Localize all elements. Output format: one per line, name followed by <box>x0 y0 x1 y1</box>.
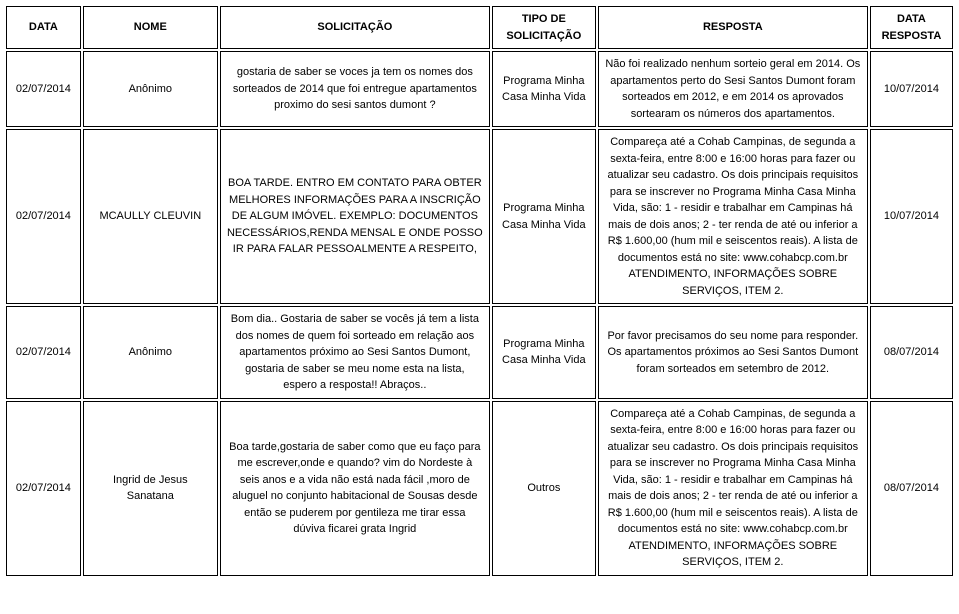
cell-data: 02/07/2014 <box>6 401 81 576</box>
cell-solicitacao: Bom dia.. Gostaria de saber se vocês já … <box>220 306 490 399</box>
cell-data: 02/07/2014 <box>6 51 81 127</box>
requests-table: DATA NOME SOLICITAÇÃO TIPO DE SOLICITAÇÃ… <box>4 4 955 578</box>
table-row: 02/07/2014 Anônimo gostaria de saber se … <box>6 51 953 127</box>
cell-solicitacao: gostaria de saber se voces ja tem os nom… <box>220 51 490 127</box>
cell-data-resposta: 10/07/2014 <box>870 51 953 127</box>
cell-resposta: Por favor precisamos do seu nome para re… <box>598 306 868 399</box>
table-row: 02/07/2014 Anônimo Bom dia.. Gostaria de… <box>6 306 953 399</box>
table-header-row: DATA NOME SOLICITAÇÃO TIPO DE SOLICITAÇÃ… <box>6 6 953 49</box>
table-row: 02/07/2014 Ingrid de Jesus Sanatana Boa … <box>6 401 953 576</box>
header-data-resposta: DATA RESPOSTA <box>870 6 953 49</box>
header-resposta: RESPOSTA <box>598 6 868 49</box>
cell-solicitacao: Boa tarde,gostaria de saber como que eu … <box>220 401 490 576</box>
header-nome: NOME <box>83 6 218 49</box>
cell-nome: Anônimo <box>83 306 218 399</box>
cell-data-resposta: 08/07/2014 <box>870 401 953 576</box>
cell-data-resposta: 10/07/2014 <box>870 129 953 304</box>
cell-data: 02/07/2014 <box>6 306 81 399</box>
cell-nome: Anônimo <box>83 51 218 127</box>
cell-solicitacao: BOA TARDE. ENTRO EM CONTATO PARA OBTER M… <box>220 129 490 304</box>
cell-data-resposta: 08/07/2014 <box>870 306 953 399</box>
cell-tipo: Programa Minha Casa Minha Vida <box>492 129 596 304</box>
cell-data: 02/07/2014 <box>6 129 81 304</box>
cell-resposta: Compareça até a Cohab Campinas, de segun… <box>598 401 868 576</box>
cell-resposta: Compareça até a Cohab Campinas, de segun… <box>598 129 868 304</box>
header-data: DATA <box>6 6 81 49</box>
cell-resposta: Não foi realizado nenhum sorteio geral e… <box>598 51 868 127</box>
cell-nome: MCAULLY CLEUVIN <box>83 129 218 304</box>
table-row: 02/07/2014 MCAULLY CLEUVIN BOA TARDE. EN… <box>6 129 953 304</box>
cell-tipo: Outros <box>492 401 596 576</box>
cell-tipo: Programa Minha Casa Minha Vida <box>492 306 596 399</box>
cell-tipo: Programa Minha Casa Minha Vida <box>492 51 596 127</box>
header-solicitacao: SOLICITAÇÃO <box>220 6 490 49</box>
cell-nome: Ingrid de Jesus Sanatana <box>83 401 218 576</box>
header-tipo: TIPO DE SOLICITAÇÃO <box>492 6 596 49</box>
